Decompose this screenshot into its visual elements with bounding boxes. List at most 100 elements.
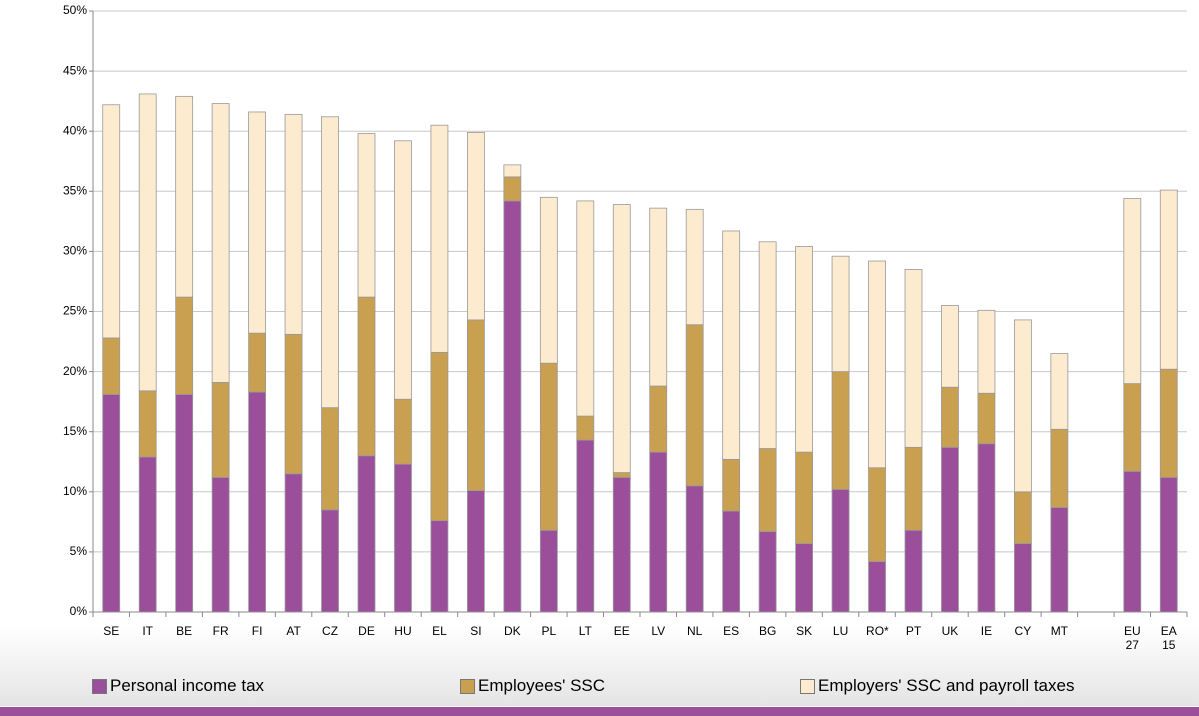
bar-segment	[977, 309, 996, 394]
x-tick-label: FI	[251, 624, 263, 638]
x-tick-label: NL	[687, 624, 703, 638]
legend-swatch	[800, 678, 815, 694]
y-tick-label: 30%	[63, 244, 87, 258]
bar-segment	[904, 269, 923, 448]
chart: 0% 5% 10% 15% 20% 25% 30% 35% 40% 45% 50%	[63, 3, 1188, 618]
bar-segment	[758, 531, 777, 613]
x-tick-label: LV	[651, 624, 666, 638]
bar-segment	[102, 337, 121, 395]
x-tick-label: EL	[432, 624, 447, 638]
bar-segment	[466, 319, 485, 491]
bar-segment	[831, 488, 850, 613]
x-tick-label: RO*	[866, 624, 889, 638]
legend-swatch	[92, 678, 107, 694]
legend: Personal income tax Employees' SSC Employe…	[0, 626, 1199, 706]
bar-segment	[357, 455, 376, 613]
bar-segment	[868, 467, 886, 562]
bar-segment	[1050, 507, 1069, 613]
legend-label: Employers' SSC and payroll taxes	[818, 676, 1075, 695]
x-tick-label: AT	[286, 624, 301, 638]
bar-segment	[503, 200, 522, 613]
y-tick-label: 5%	[70, 544, 88, 558]
bar-segment	[503, 164, 522, 178]
x-tick-label: FR	[212, 624, 229, 638]
bar-segment	[1050, 428, 1069, 508]
bar-segment	[612, 472, 631, 478]
bar-segment	[576, 200, 595, 417]
x-tick-label: IT	[142, 624, 154, 638]
x-tick-label: LT	[578, 624, 592, 638]
bar-segment	[1159, 368, 1178, 478]
y-tick-label: 45%	[63, 63, 87, 77]
bar-segment	[685, 485, 704, 613]
bar-segment	[722, 510, 741, 613]
bar-segment	[1123, 383, 1142, 472]
bar-segment	[722, 230, 741, 460]
bar-segment	[1159, 476, 1178, 613]
x-tick-label: DK	[504, 624, 521, 638]
bar-segment	[1159, 189, 1178, 370]
bar-segment	[357, 296, 376, 457]
legend-item: Employees' SSC	[460, 676, 605, 696]
bar-segment	[795, 246, 813, 453]
y-tick-label: 40%	[63, 123, 87, 137]
y-tick-label: 0%	[70, 604, 88, 618]
bar-segment	[175, 394, 194, 613]
bar-segment	[430, 520, 449, 613]
bar-segment	[1050, 353, 1069, 430]
bar-segment	[941, 305, 959, 388]
bar-segment	[539, 196, 558, 364]
bar-segment	[868, 260, 886, 469]
bar-segment	[1014, 319, 1032, 493]
legend-swatch	[460, 678, 475, 694]
legend-label: Employees' SSC	[478, 676, 606, 695]
bar-segment	[649, 451, 668, 613]
bar-segment	[831, 371, 850, 490]
x-tick-label: EE	[613, 624, 630, 638]
bar-segment	[649, 385, 668, 453]
y-tick-label: 20%	[63, 364, 87, 378]
bar-segment	[211, 476, 230, 613]
x-tick-label: BG	[758, 624, 777, 638]
x-tick-label: BE	[176, 624, 193, 638]
bar-segment	[831, 255, 850, 373]
bar-segment	[394, 140, 412, 400]
bar-segment	[211, 382, 230, 478]
bar-segment	[795, 543, 813, 613]
x-tick-label: CY	[1014, 624, 1032, 638]
bar-segment	[977, 443, 996, 613]
bar-segment	[321, 407, 339, 511]
bar-segment	[977, 392, 996, 445]
y-tick-label: 50%	[63, 3, 87, 17]
bar-segment	[649, 207, 668, 387]
bar-segment	[685, 208, 704, 326]
bar-segment	[758, 241, 777, 449]
bar-segment	[795, 451, 813, 544]
y-tick-label: 15%	[63, 424, 87, 438]
bar-segment	[539, 362, 558, 531]
bar-segment	[102, 104, 121, 339]
bar-segment	[1014, 543, 1032, 613]
x-tick-label: EU 27	[1123, 624, 1141, 652]
bar-segment	[612, 476, 631, 613]
bar-segment	[503, 176, 522, 202]
bar-segment	[868, 561, 886, 613]
bar-segment	[248, 391, 267, 613]
x-tick-label: EA 15	[1160, 624, 1177, 652]
y-tick-label: 25%	[63, 304, 87, 318]
bar-segment	[722, 458, 741, 512]
bar-segment	[394, 463, 412, 613]
bar-segment	[576, 439, 595, 613]
bar-segment	[321, 116, 339, 409]
bar-segment	[612, 204, 631, 473]
y-tick-label: 35%	[63, 183, 87, 197]
bar-segment	[904, 529, 923, 613]
bar-segment	[321, 509, 339, 613]
bar-segment	[941, 446, 959, 613]
x-tick-label: CZ	[322, 624, 339, 638]
bar-segment	[175, 296, 194, 395]
x-tick-label: ES	[723, 624, 740, 638]
bar-segment	[138, 390, 157, 458]
bar-segment	[430, 351, 449, 522]
bar-segment	[685, 324, 704, 487]
